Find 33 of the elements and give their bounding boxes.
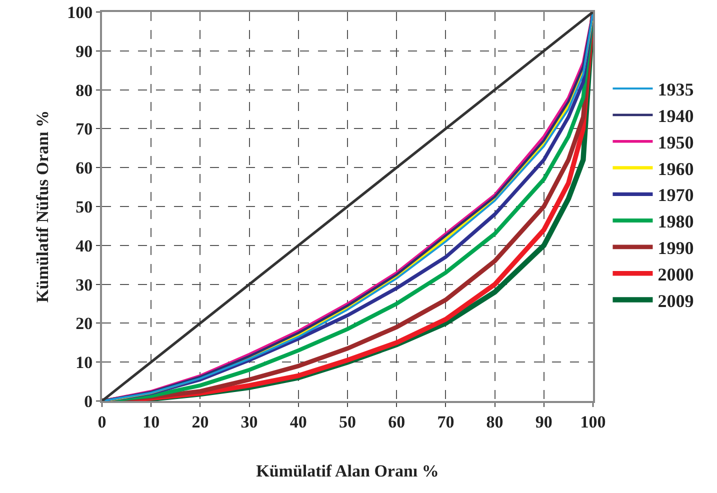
legend-label: 1935 xyxy=(658,80,694,100)
y-tick-label: 30 xyxy=(76,275,93,294)
legend-label: 1940 xyxy=(658,106,694,126)
y-tick-label: 90 xyxy=(76,42,93,61)
y-tick-label: 100 xyxy=(67,2,93,22)
legend-label: 1990 xyxy=(658,238,694,258)
y-tick-label: 40 xyxy=(76,236,93,256)
x-axis-title: Kümülatif Alan Oranı % xyxy=(256,461,439,480)
x-tick-label: 80 xyxy=(486,412,504,432)
legend-label: 2000 xyxy=(658,264,694,284)
x-tick-label: 20 xyxy=(192,412,209,432)
y-tick-label: 20 xyxy=(76,314,93,334)
x-tick-label: 70 xyxy=(437,412,454,432)
legend-label: 1970 xyxy=(658,185,694,206)
x-tick-label: 10 xyxy=(142,412,160,432)
legend-label: 2009 xyxy=(658,290,694,311)
y-tick-label: 10 xyxy=(76,353,93,372)
x-tick-label: 90 xyxy=(535,412,552,432)
x-tick-label: 60 xyxy=(388,412,406,432)
y-tick-label: 80 xyxy=(76,80,93,100)
y-tick-label: 0 xyxy=(84,392,93,411)
x-tick-label: 0 xyxy=(98,412,106,432)
legend-label: 1950 xyxy=(658,132,694,152)
y-axis-title: Kümülatif Nüfus Oranı % xyxy=(33,110,52,303)
y-tick-label: 60 xyxy=(76,158,93,178)
x-tick-label: 50 xyxy=(339,412,356,432)
legend-label: 1960 xyxy=(658,158,694,179)
x-tick-label: 100 xyxy=(580,412,606,432)
x-tick-label: 30 xyxy=(240,412,258,432)
legend-label: 1980 xyxy=(658,212,694,232)
y-tick-label: 50 xyxy=(76,197,93,216)
y-tick-label: 70 xyxy=(76,120,93,139)
x-tick-label: 40 xyxy=(290,412,307,432)
